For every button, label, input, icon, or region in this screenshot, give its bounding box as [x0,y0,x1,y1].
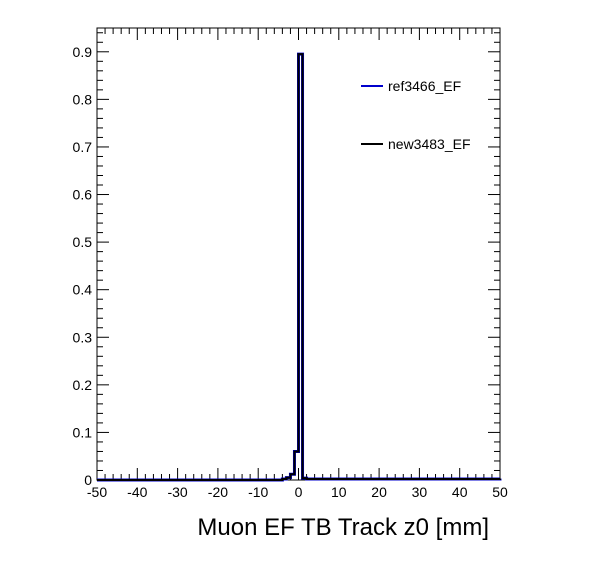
x-tick-label: 0 [295,484,303,500]
y-tick-label: 0.2 [73,377,93,393]
x-tick-label: -50 [87,484,107,500]
y-tick-label: 0.1 [73,424,93,440]
x-tick-label: 50 [492,484,508,500]
y-tick-label: 0.6 [73,187,93,203]
x-tick-label: -20 [208,484,228,500]
x-tick-label: 40 [452,484,468,500]
x-tick-label: -10 [248,484,268,500]
y-tick-label: 0.9 [73,44,93,60]
y-tick-label: 0.5 [73,234,93,250]
legend-label: ref3466_EF [388,78,461,94]
data-series [97,52,502,482]
legend-label: new3483_EF [388,136,471,152]
y-tick-label: 0.4 [73,282,93,298]
x-tick-label: -30 [167,484,187,500]
series-line-new [97,53,501,481]
legend: ref3466_EF new3483_EF [361,78,471,152]
y-tick-label: 0.3 [73,329,93,345]
y-tick-label: 0 [84,472,92,488]
x-tick-label: -40 [127,484,147,500]
x-axis-title: Muon EF TB Track z0 [mm] [197,514,489,541]
axes: -50 -40 -30 -20 -10 0 10 20 30 40 50 0 0.1 0.2 0.3 0.4 0… [73,28,508,500]
x-tick-label: 30 [412,484,428,500]
x-tick-label: 20 [371,484,387,500]
y-tick-label: 0.8 [73,91,93,107]
x-tick-label: 10 [331,484,347,500]
y-tick-label: 0.7 [73,139,93,155]
